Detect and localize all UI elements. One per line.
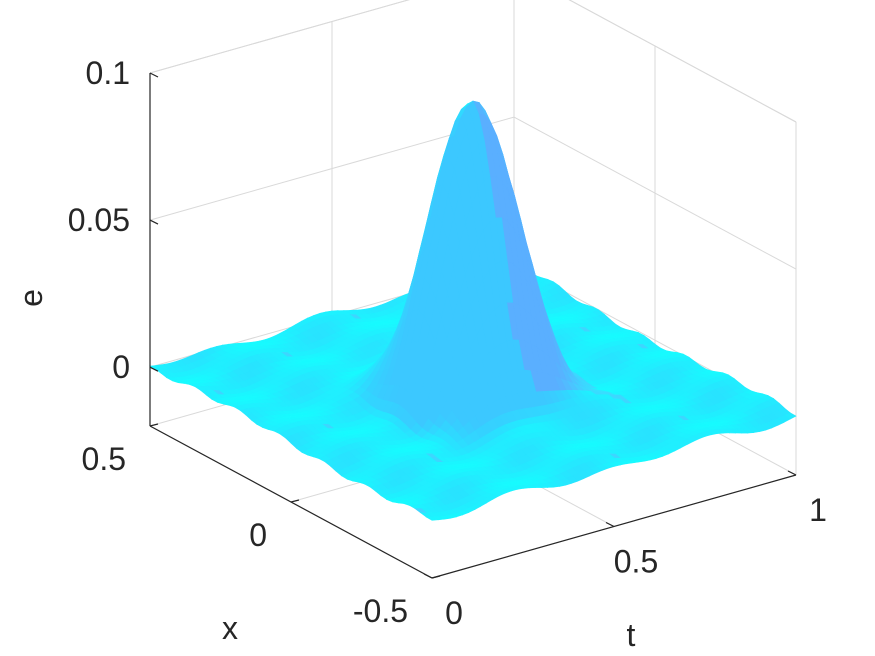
e-tick-mark [149, 72, 159, 78]
surface-patch [425, 516, 440, 521]
x-tick-label: 0.5 [82, 441, 126, 477]
x-tick-mark [149, 423, 159, 427]
axes [149, 72, 797, 579]
x-tick-mark [290, 499, 300, 503]
e-tick-label: 0.05 [68, 202, 130, 238]
tick-labels: 0 0.5 1 -0.5 0 0.5 0 0.05 0.1 [68, 55, 827, 631]
e-tick-label: 0 [112, 349, 130, 385]
e-tick-label: 0.1 [86, 55, 130, 91]
e-tick-mark [149, 366, 159, 372]
e-axis-label: e [13, 289, 49, 307]
x-axis-label: x [222, 610, 238, 646]
t-tick-label: 0 [445, 595, 463, 631]
x-tick-label: 0 [249, 517, 267, 553]
t-tick-mark [423, 573, 433, 579]
e-tick-mark [149, 219, 159, 225]
x-tick-mark [431, 575, 441, 579]
surface-plot [149, 100, 797, 521]
t-tick-mark [605, 521, 615, 528]
x-tick-label: -0.5 [353, 593, 408, 629]
t-tick-label: 1 [809, 492, 827, 528]
t-axis-label: t [627, 617, 636, 653]
t-tick-label: 0.5 [614, 544, 658, 580]
t-tick-mark [787, 470, 797, 476]
